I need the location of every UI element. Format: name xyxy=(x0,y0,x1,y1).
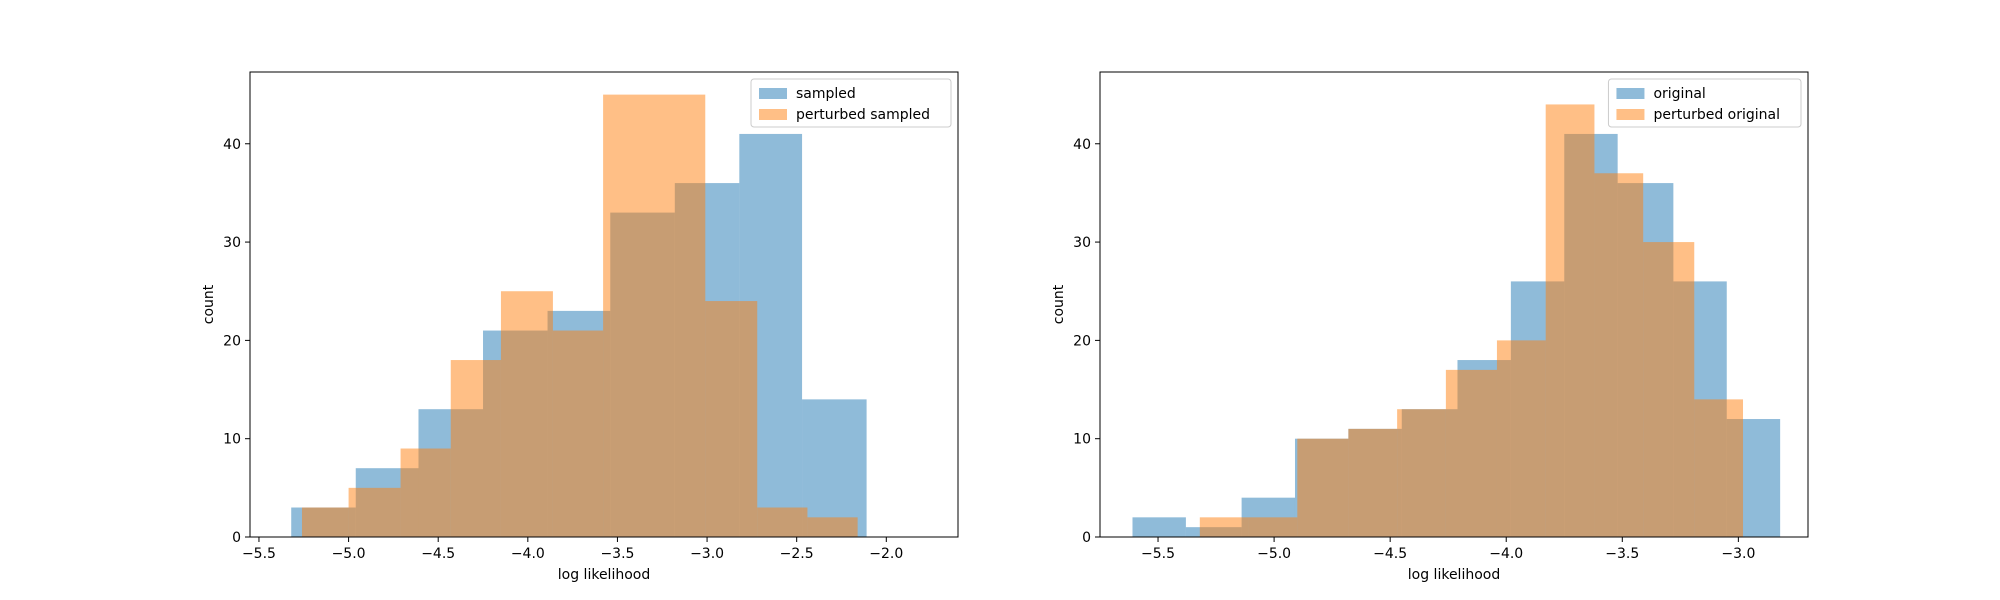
histogram-bars xyxy=(1132,104,1781,538)
bar-perturbed-original-2 xyxy=(1297,438,1349,537)
histogram-panel-original: −5.5 −5.0 −4.5 −4.0 −3.5 −3.0 0 10 20 30 40 log l… xyxy=(1051,71,1809,583)
y-tick-label: 10 xyxy=(1073,432,1091,448)
bar-perturbed-original-0 xyxy=(1199,517,1249,537)
y-axis-ticks: 0 10 20 30 40 xyxy=(223,137,250,546)
y-tick-label: 30 xyxy=(1073,235,1091,251)
y-axis-label: count xyxy=(1051,284,1067,324)
bar-perturbed-original-10 xyxy=(1694,399,1744,537)
bar-perturbed-sampled-5 xyxy=(552,330,604,537)
bar-perturbed-original-4 xyxy=(1397,409,1446,537)
bar-perturbed-original-5 xyxy=(1445,369,1497,537)
x-tick-label: −3.0 xyxy=(690,546,724,562)
bar-perturbed-sampled-4 xyxy=(500,291,553,537)
bar-perturbed-sampled-3 xyxy=(450,360,501,537)
bar-perturbed-original-7 xyxy=(1545,104,1595,537)
bar-original-0 xyxy=(1132,517,1186,537)
bar-perturbed-sampled-8 xyxy=(757,507,808,537)
x-tick-label: −5.0 xyxy=(1257,546,1291,562)
legend-box xyxy=(750,78,952,128)
histogram-bars xyxy=(291,94,867,538)
x-axis-ticks: −5.5 −5.0 −4.5 −4.0 −3.5 −3.0 −2.5 −2.0 xyxy=(242,537,903,562)
legend: original perturbed original xyxy=(1607,78,1802,128)
bar-perturbed-sampled-7 xyxy=(705,301,758,537)
bar-sampled-8 xyxy=(802,399,867,537)
bar-perturbed-original-6 xyxy=(1496,340,1546,537)
bar-perturbed-sampled-9 xyxy=(807,517,858,537)
y-tick-label: 20 xyxy=(1073,333,1091,349)
y-axis-label: count xyxy=(201,284,217,324)
bar-perturbed-sampled-0 xyxy=(301,507,349,537)
legend-label-perturbed-sampled: perturbed sampled xyxy=(796,107,930,123)
y-tick-label: 30 xyxy=(223,235,241,251)
x-tick-label: −4.5 xyxy=(1373,546,1407,562)
legend-label-perturbed-original: perturbed original xyxy=(1653,107,1780,123)
bar-perturbed-original-1 xyxy=(1248,517,1298,537)
x-axis-label: log likelihood xyxy=(1408,567,1500,583)
y-tick-label: 10 xyxy=(223,432,241,448)
x-tick-label: −3.5 xyxy=(600,546,634,562)
x-tick-label: −5.0 xyxy=(332,546,366,562)
x-tick-label: −5.5 xyxy=(242,546,276,562)
legend-label-sampled: sampled xyxy=(796,86,856,102)
y-tick-label: 40 xyxy=(223,137,241,153)
legend-label-original: original xyxy=(1653,86,1705,102)
histogram-panel-sampled: −5.5 −5.0 −4.5 −4.0 −3.5 −3.0 −2.5 −2.0 0 10 20 30… xyxy=(201,71,959,583)
x-tick-label: −4.0 xyxy=(1489,546,1523,562)
legend-swatch-perturbed-sampled xyxy=(759,109,787,120)
bar-perturbed-original-8 xyxy=(1594,173,1644,537)
x-tick-label: −4.5 xyxy=(421,546,455,562)
bar-perturbed-sampled-6 xyxy=(603,94,706,537)
x-tick-label: −2.5 xyxy=(780,546,814,562)
y-tick-label: 0 xyxy=(1082,530,1091,546)
x-tick-label: −4.0 xyxy=(511,546,545,562)
x-tick-label: −3.0 xyxy=(1721,546,1755,562)
bar-perturbed-sampled-1 xyxy=(348,487,401,537)
y-tick-label: 20 xyxy=(223,333,241,349)
x-tick-label: −2.0 xyxy=(869,546,903,562)
axes-frame xyxy=(249,71,959,538)
x-axis-ticks: −5.5 −5.0 −4.5 −4.0 −3.5 −3.0 xyxy=(1141,537,1755,562)
legend: sampled perturbed sampled xyxy=(750,78,952,128)
bar-perturbed-original-3 xyxy=(1348,428,1398,537)
x-tick-label: −5.5 xyxy=(1141,546,1175,562)
x-axis-label: log likelihood xyxy=(558,567,650,583)
bar-perturbed-sampled-2 xyxy=(400,448,451,537)
y-axis-ticks: 0 10 20 30 40 xyxy=(1073,137,1100,546)
y-tick-label: 0 xyxy=(232,530,241,546)
axes-frame xyxy=(1099,71,1809,538)
y-tick-label: 40 xyxy=(1073,137,1091,153)
bar-perturbed-original-9 xyxy=(1643,242,1695,538)
legend-box xyxy=(1607,78,1802,128)
x-tick-label: −3.5 xyxy=(1605,546,1639,562)
legend-swatch-original xyxy=(1616,88,1645,99)
legend-swatch-sampled xyxy=(759,88,787,99)
legend-swatch-perturbed-original xyxy=(1616,109,1645,120)
